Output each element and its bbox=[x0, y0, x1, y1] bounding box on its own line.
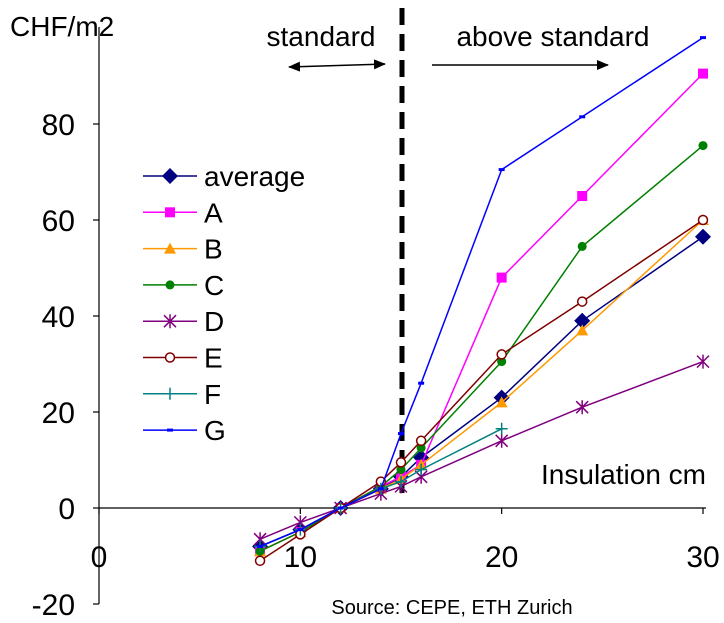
y-tick-label: -20 bbox=[32, 589, 75, 622]
x-tick-label: 20 bbox=[485, 541, 518, 574]
y-tick-label: 80 bbox=[42, 109, 75, 142]
series-line bbox=[259, 219, 704, 562]
data-point bbox=[495, 433, 509, 448]
standard-divider: standard above standard bbox=[267, 8, 650, 494]
series-line bbox=[259, 219, 704, 552]
data-point bbox=[495, 396, 508, 408]
legend-swatch-marker bbox=[163, 314, 177, 329]
legend-item: F bbox=[143, 379, 221, 410]
y-unit-label: CHF/m2 bbox=[10, 11, 114, 42]
legend-item: C bbox=[143, 270, 224, 301]
data-point bbox=[257, 544, 264, 548]
series-g bbox=[257, 36, 706, 548]
data-point bbox=[498, 168, 505, 172]
legend-swatch-marker bbox=[167, 428, 173, 432]
x-tick-label: 10 bbox=[284, 541, 317, 574]
data-point bbox=[577, 191, 588, 201]
standard-label: standard bbox=[267, 21, 376, 52]
data-point bbox=[696, 354, 710, 369]
y-tick-label: 40 bbox=[42, 301, 75, 334]
data-point bbox=[496, 349, 507, 360]
legend-label: D bbox=[204, 306, 224, 337]
data-point bbox=[377, 487, 384, 491]
legend-item: average bbox=[143, 161, 305, 192]
standard-arrow bbox=[288, 59, 386, 72]
legend-item: B bbox=[143, 234, 223, 265]
series-line bbox=[259, 145, 704, 552]
y-tick-label: 60 bbox=[42, 205, 75, 238]
data-point bbox=[697, 214, 709, 226]
data-point bbox=[698, 68, 708, 79]
data-point bbox=[576, 324, 589, 336]
legend-swatch-marker bbox=[164, 387, 176, 400]
legend-label: A bbox=[204, 197, 223, 228]
legend-label: average bbox=[204, 161, 305, 192]
data-point bbox=[574, 312, 591, 329]
legend-item: E bbox=[143, 343, 223, 374]
data-point bbox=[497, 357, 507, 367]
series-average bbox=[252, 228, 711, 555]
legend-label: F bbox=[204, 379, 221, 410]
series-line bbox=[259, 360, 704, 540]
legend-swatch-marker bbox=[164, 352, 176, 363]
legend-label: B bbox=[204, 234, 223, 265]
legend-label: C bbox=[204, 270, 224, 301]
legend-swatch-marker bbox=[162, 168, 178, 184]
data-point bbox=[415, 435, 427, 447]
legend-item: A bbox=[143, 197, 223, 228]
data-point bbox=[695, 228, 711, 245]
data-point bbox=[700, 36, 706, 40]
data-point bbox=[418, 381, 425, 385]
series-e bbox=[254, 214, 709, 567]
series-line bbox=[259, 236, 704, 548]
x-tick-label: 30 bbox=[686, 541, 719, 574]
data-point bbox=[415, 463, 428, 476]
x-axis-label: Insulation cm bbox=[541, 459, 706, 490]
legend-item: D bbox=[143, 306, 224, 337]
data-point bbox=[575, 400, 589, 415]
source-label: Source: CEPE, ETH Zurich bbox=[331, 597, 572, 619]
data-point bbox=[395, 475, 407, 488]
legend-label: G bbox=[204, 415, 226, 446]
legend-item: G bbox=[143, 415, 226, 446]
data-point bbox=[254, 555, 266, 567]
series-c bbox=[255, 141, 708, 556]
data-point bbox=[395, 457, 407, 468]
data-point bbox=[297, 528, 304, 532]
data-point bbox=[396, 465, 406, 475]
data-point bbox=[337, 506, 344, 510]
above-standard-label: above standard bbox=[456, 21, 649, 52]
legend-swatch-marker bbox=[165, 207, 175, 218]
data-point bbox=[398, 432, 404, 436]
y-tick-label: 0 bbox=[58, 493, 75, 526]
data-point bbox=[576, 296, 588, 307]
legend-swatch-marker bbox=[164, 242, 176, 254]
data-point bbox=[495, 422, 508, 435]
data-point bbox=[698, 141, 708, 151]
x-tick-label: 0 bbox=[91, 541, 108, 574]
axis-ticks: -20 0 20 40 60 80 0 10 20 30 bbox=[32, 109, 720, 622]
data-point bbox=[416, 443, 426, 453]
data-point bbox=[577, 241, 587, 251]
series-layer bbox=[252, 36, 711, 567]
data-point bbox=[579, 115, 586, 119]
legend-swatch-marker bbox=[165, 280, 175, 290]
legend-label: E bbox=[204, 343, 223, 374]
y-tick-label: 20 bbox=[42, 397, 75, 430]
data-point bbox=[496, 272, 507, 283]
